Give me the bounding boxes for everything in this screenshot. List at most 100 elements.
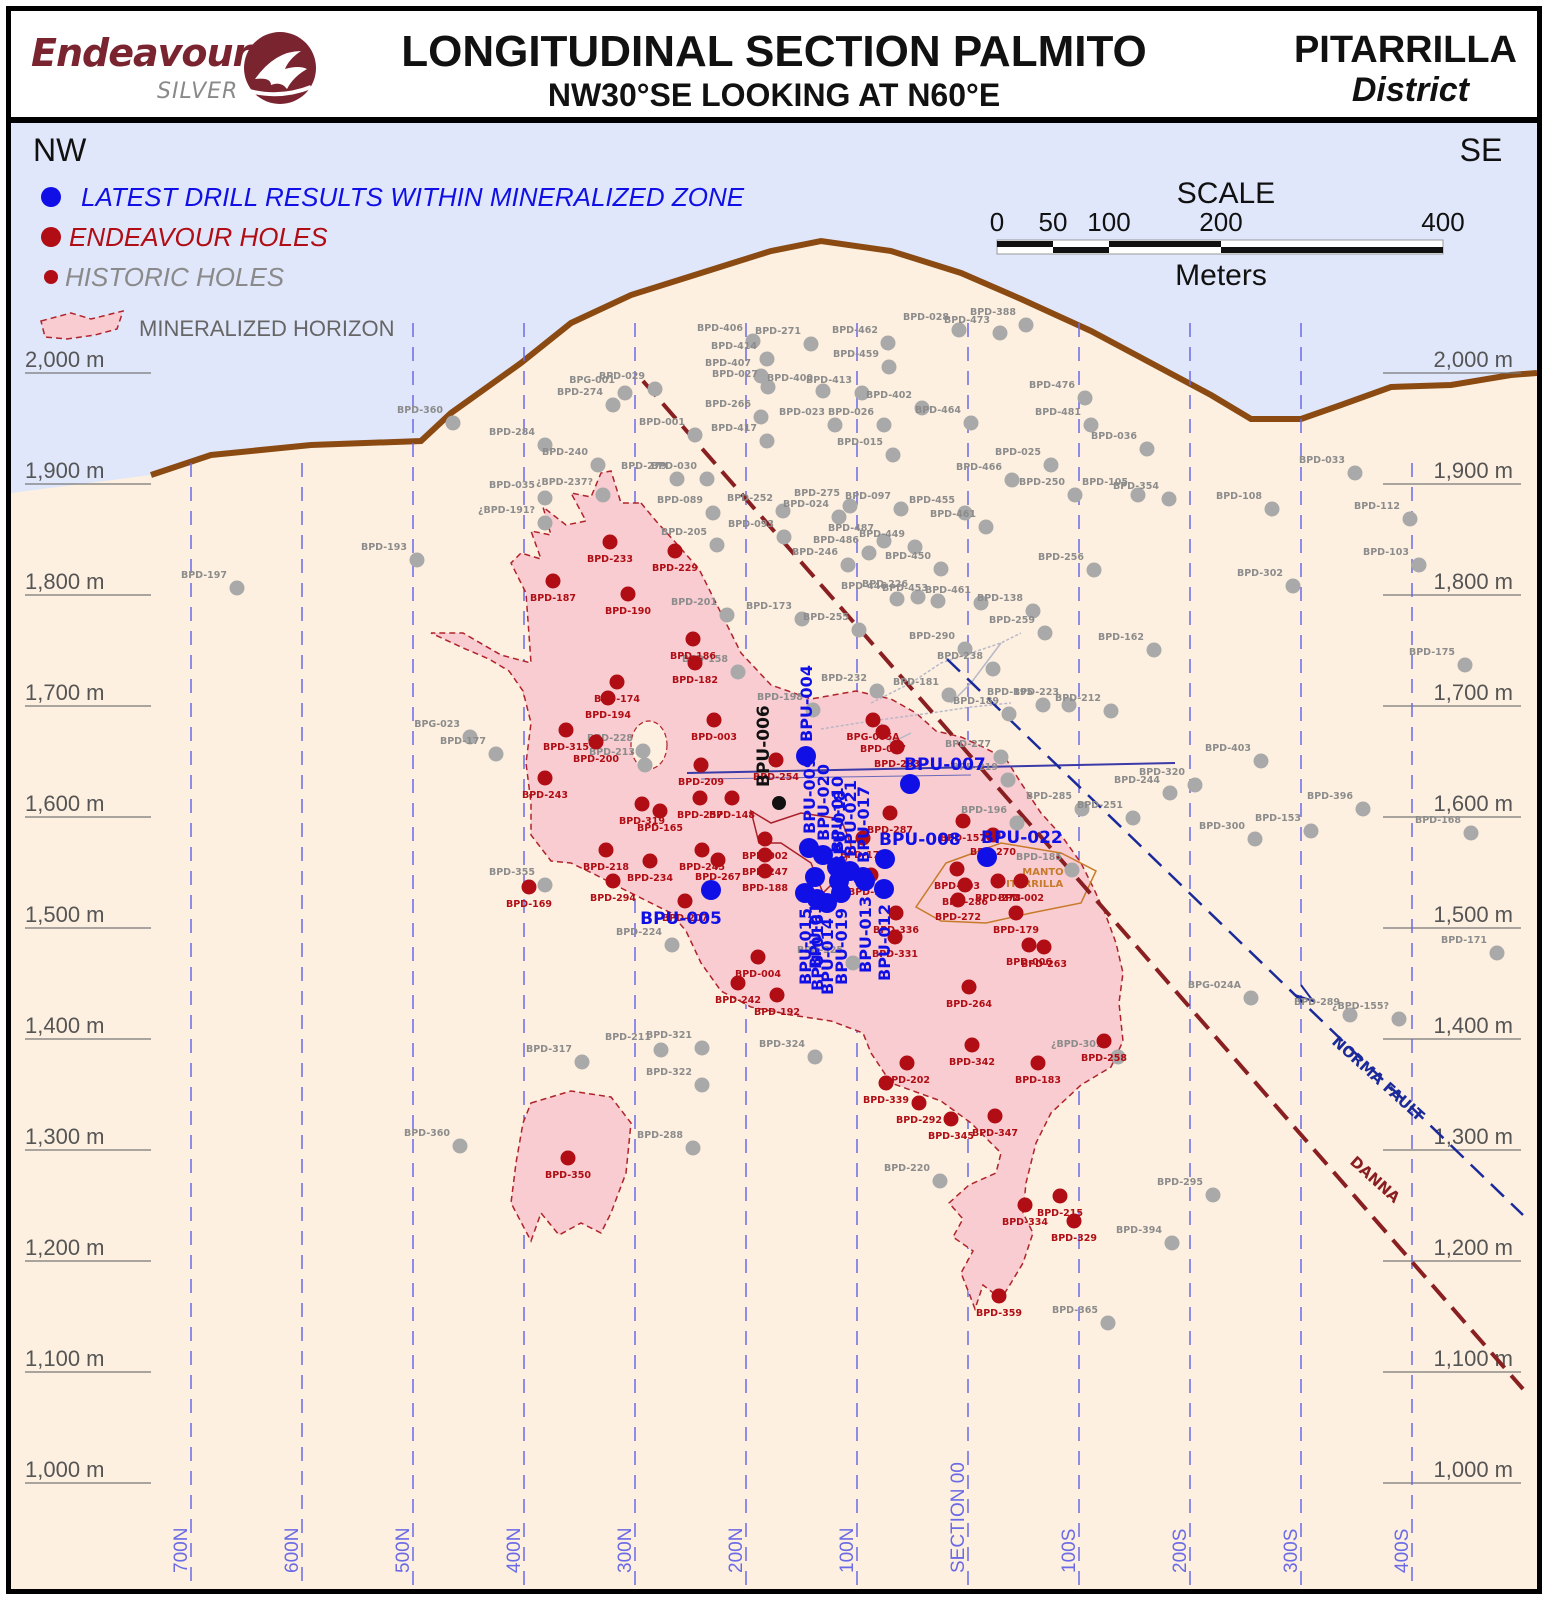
- endeavour-hole-label: BPD-192: [754, 1007, 800, 1018]
- historic-hole-label: BPD-453: [882, 583, 928, 594]
- historic-hole-label: BPD-097: [845, 491, 891, 502]
- historic-hole-marker: [1463, 825, 1479, 841]
- historic-hole-label: BPD-300: [1199, 821, 1245, 832]
- historic-hole-label: BPD-266: [705, 399, 751, 410]
- historic-hole-marker: [1100, 1315, 1116, 1331]
- historic-hole-marker: [1110, 1049, 1126, 1065]
- historic-hole-marker: [699, 471, 715, 487]
- section-label: 500N: [393, 1528, 414, 1573]
- historic-hole-marker: [1009, 815, 1025, 831]
- endeavour-hole-label: BPD-004: [735, 969, 781, 980]
- historic-hole-label: BPD-417: [711, 423, 757, 434]
- endeavour-hole-label: BPD-267: [695, 872, 741, 883]
- historic-hole-label: BPD-238: [937, 651, 983, 662]
- historic-hole-marker: [881, 359, 897, 375]
- historic-hole-marker: [1243, 990, 1259, 1006]
- historic-hole-label: BPD-388: [970, 307, 1016, 318]
- historic-hole-marker: [910, 589, 926, 605]
- latest-hole-marker: [796, 746, 816, 766]
- elevation-label-right: 1,000 m: [1434, 1457, 1514, 1482]
- elevation-label-right: 1,900 m: [1434, 458, 1514, 483]
- historic-hole-marker: [605, 397, 621, 413]
- endeavour-hole-label: BPD-234: [627, 873, 673, 884]
- scale-unit: Meters: [1175, 259, 1267, 292]
- historic-hole-label: BPD-035: [489, 480, 535, 491]
- endeavour-hole-label: BPD-350: [545, 1170, 591, 1181]
- endeavour-hole-marker: [991, 1288, 1007, 1304]
- historic-hole-label: BPD-462: [832, 325, 878, 336]
- historic-hole-label: BPD-406: [697, 323, 743, 334]
- latest-hole-marker: [701, 880, 721, 900]
- latest-hole-label: BPU-020: [814, 764, 833, 841]
- latest-hole-label: BPU-008: [879, 830, 961, 850]
- endeavour-hole-label: BPD-263: [1021, 959, 1067, 970]
- historic-hole-label: BPD-322: [646, 1067, 692, 1078]
- endeavour-hole-label: BPD-292: [896, 1115, 942, 1126]
- historic-hole-marker: [537, 877, 553, 893]
- historic-hole-label: BPD-105: [1082, 477, 1128, 488]
- elevation-label-left: 1,200 m: [25, 1235, 105, 1260]
- endeavour-hole-marker: [598, 842, 614, 858]
- nw-label: NW: [33, 132, 87, 168]
- legend-endeavour-icon: [41, 227, 61, 247]
- endeavour-hole-marker: [609, 674, 625, 690]
- historic-hole-marker: [869, 683, 885, 699]
- historic-hole-marker: [537, 437, 553, 453]
- historic-hole-marker: [794, 611, 810, 627]
- danna-fault-line: [641, 379, 1525, 1391]
- historic-hole-marker: [1018, 317, 1034, 333]
- historic-hole-label: BPD-461: [925, 585, 971, 596]
- endeavour-hole-label: BPD-334: [1002, 1217, 1048, 1228]
- historic-hole-label: BPD-220: [884, 1163, 930, 1174]
- historic-hole-label: BPD-290: [909, 631, 955, 642]
- historic-hole-marker: [803, 336, 819, 352]
- historic-hole-label: ¿BPD-155?: [1332, 1001, 1389, 1012]
- historic-hole-marker: [687, 427, 703, 443]
- endeavour-hole-label: BPD-278: [975, 893, 1021, 904]
- endeavour-hole-marker: [687, 655, 703, 671]
- historic-hole-label: BPD-450: [885, 551, 931, 562]
- se-label: SE: [1460, 132, 1503, 168]
- endeavour-hole-marker: [899, 1055, 915, 1071]
- historic-hole-label: BPD-175: [1409, 647, 1455, 658]
- endeavour-hole-label: BPD-190: [605, 606, 651, 617]
- endeavour-hole-label: BPD-245: [679, 862, 725, 873]
- scale-tick-200: 200: [1199, 207, 1242, 237]
- endeavour-hole-marker: [730, 975, 746, 991]
- historic-hole-marker: [1000, 772, 1016, 788]
- endeavour-hole-marker: [911, 1095, 927, 1111]
- endeavour-hole-label: BPD-203: [874, 759, 920, 770]
- elevation-label-right: 2,000 m: [1434, 347, 1514, 372]
- endeavour-holes-layer: BPD-233BPD-187BPD-190BPD-229BPD-186BPD-1…: [506, 534, 1127, 1319]
- latest-hole-label: BPU-007: [904, 755, 986, 775]
- historic-hole-label: BPD-449: [859, 529, 905, 540]
- historic-hole-marker: [932, 1173, 948, 1189]
- historic-hole-label: BPD-028: [903, 312, 949, 323]
- latest-hole-marker: [813, 845, 833, 865]
- historic-hole-label: BPD-171: [1441, 935, 1487, 946]
- historic-hole-marker: [805, 702, 821, 718]
- historic-hole-label: BPD-400: [767, 373, 813, 384]
- historic-hole-marker: [753, 409, 769, 425]
- historic-hole-label: BPD-026: [828, 407, 874, 418]
- endeavour-hole-marker: [757, 831, 773, 847]
- historic-hole-label: BPD-320: [1139, 767, 1185, 778]
- historic-hole-marker: [827, 417, 843, 433]
- endeavour-hole-marker: [602, 534, 618, 550]
- scale-tick-400: 400: [1421, 207, 1464, 237]
- historic-hole-label: BPD-252: [727, 493, 773, 504]
- historic-hole-label: BPD-158: [682, 654, 728, 665]
- endeavour-hole-label: BPD-242: [715, 995, 761, 1006]
- historic-hole-marker: [1025, 603, 1041, 619]
- endeavour-hole-label: BPD-264: [946, 999, 992, 1010]
- endeavour-hole-marker: [865, 712, 881, 728]
- historic-hole-marker: [1125, 810, 1141, 826]
- historic-hole-label: BPD-228: [587, 733, 633, 744]
- elevation-label-right: 1,700 m: [1434, 680, 1514, 705]
- endeavour-hole-marker: [600, 690, 616, 706]
- historic-hole-marker: [694, 1040, 710, 1056]
- historic-hole-label: BPD-285: [1026, 791, 1072, 802]
- elevation-label-right: 1,300 m: [1434, 1124, 1514, 1149]
- endeavour-hole-label: BPD-315: [543, 742, 589, 753]
- historic-hole-label: BPD-402: [866, 390, 912, 401]
